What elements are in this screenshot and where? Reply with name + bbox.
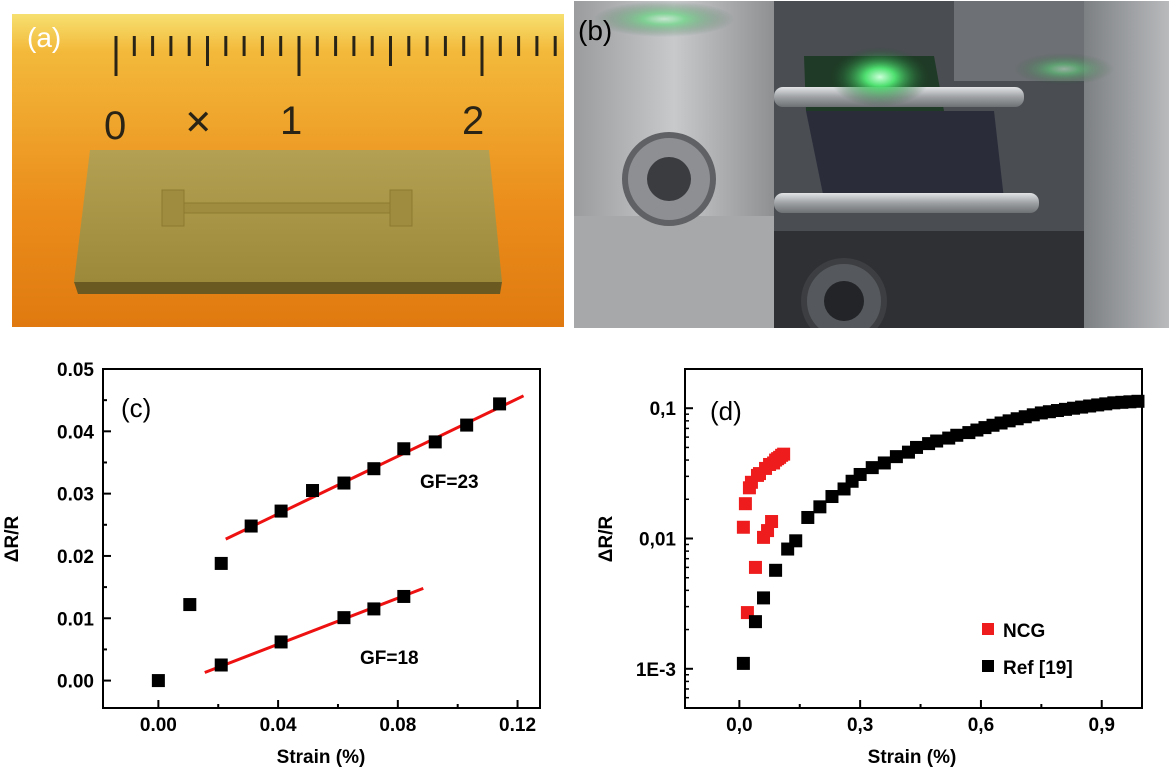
chart-d-y-axis-title: ΔR/R xyxy=(596,516,617,563)
data-point xyxy=(183,598,197,612)
data-point-ncg xyxy=(748,560,762,574)
ruler-cross-mark: ✕ xyxy=(184,104,213,142)
data-point xyxy=(306,484,320,498)
x-tick-label: 0.12 xyxy=(499,715,536,736)
x-tick-label: 0,6 xyxy=(968,715,994,736)
chart-d: 0,0 0,3 0,6 0,9 1E-3 0,01 0,1 (d) NCG Ref [19]… xyxy=(596,368,1145,768)
data-point-ref xyxy=(736,656,750,670)
data-point-ref xyxy=(853,467,867,481)
y-tick-label: 0,1 xyxy=(650,399,677,420)
data-point xyxy=(337,611,351,625)
x-tick-label: 0.00 xyxy=(140,715,177,736)
y-tick-label: 0.04 xyxy=(57,422,94,443)
data-point-ref xyxy=(930,434,944,448)
fit-line xyxy=(204,586,424,674)
annotation-gf18: GF=18 xyxy=(360,648,419,669)
data-point xyxy=(274,504,288,518)
data-point-ncg xyxy=(777,447,791,461)
data-point xyxy=(214,556,228,570)
panel-label-d: (d) xyxy=(710,396,742,426)
y-tick-label: 0.03 xyxy=(57,485,94,506)
right-clamp-block xyxy=(1084,1,1169,328)
legend-label-ref: Ref [19] xyxy=(1003,658,1073,679)
chart-d-legend: NCG Ref [19] xyxy=(982,621,1073,679)
data-point-ref xyxy=(801,510,815,524)
data-point xyxy=(367,602,381,616)
data-point xyxy=(274,635,288,649)
legend-label-ncg: NCG xyxy=(1003,621,1045,642)
data-point xyxy=(397,589,411,603)
y-tick-label: 0.00 xyxy=(57,672,94,693)
data-point-ref xyxy=(789,534,803,548)
data-point xyxy=(337,476,351,490)
chart-d-frame xyxy=(684,368,1143,709)
setup-photo-illustration xyxy=(574,1,1169,328)
y-tick-label: 0.05 xyxy=(57,360,94,381)
data-point-ref xyxy=(877,456,891,470)
y-tick-label: 0.01 xyxy=(57,609,94,630)
data-point xyxy=(397,442,411,456)
panel-label-a: (a) xyxy=(27,22,62,53)
data-point xyxy=(151,674,165,688)
data-point xyxy=(367,462,381,476)
ruler-number-0: 0 xyxy=(104,104,126,148)
y-tick-label: 0.02 xyxy=(57,547,94,568)
data-point-ref xyxy=(889,450,903,464)
y-tick-label: 0,01 xyxy=(639,530,676,551)
sample-chip xyxy=(74,150,502,282)
data-point-ref xyxy=(825,490,839,504)
annotation-gf23: GF=23 xyxy=(420,472,479,493)
legend-swatch-ncg xyxy=(982,623,994,635)
laser-spot xyxy=(830,47,930,107)
chart-c-x-axis-title: Strain (%) xyxy=(277,747,366,768)
data-point-ref xyxy=(757,591,771,605)
x-tick-label: 0.08 xyxy=(379,715,416,736)
data-point-ref xyxy=(1131,394,1145,408)
data-point-ref xyxy=(769,563,783,577)
chart-c-y-axis-title: ΔR/R xyxy=(2,516,23,563)
panel-label-c: (c) xyxy=(121,393,151,423)
x-tick-label: 0,0 xyxy=(726,715,752,736)
x-tick-label: 0.04 xyxy=(260,715,297,736)
data-point-ref xyxy=(865,461,879,475)
data-point-ref xyxy=(748,615,762,629)
ruler-number-2: 2 xyxy=(462,99,484,143)
data-point-ref xyxy=(813,500,827,514)
sample-electrode-pattern xyxy=(161,189,413,227)
chart-d-x-axis-title: Strain (%) xyxy=(868,747,957,768)
x-tick-label: 0,3 xyxy=(847,715,873,736)
chart-c: 0.00 0.04 0.08 0.12 0.00 0.01 0.02 0.03 0.04 0.05… xyxy=(2,360,541,768)
data-point-ncg xyxy=(765,515,779,529)
clamp-rod-bottom xyxy=(774,193,1039,213)
data-point xyxy=(428,435,442,449)
data-point xyxy=(244,519,258,533)
data-point-ncg xyxy=(738,497,752,511)
data-point-ref xyxy=(950,428,964,442)
photo-sample-ruler: 0 ✕ 1 2 (a) xyxy=(12,14,564,327)
ruler-number-1: 1 xyxy=(280,99,302,143)
photo-measurement-setup: (b) xyxy=(574,1,1169,328)
panel-label-b: (b) xyxy=(578,15,613,46)
x-tick-label: 0,9 xyxy=(1089,715,1115,736)
chart-c-frame xyxy=(102,368,541,709)
data-point xyxy=(460,418,474,432)
y-tick-label: 1E-3 xyxy=(636,660,676,681)
data-point xyxy=(493,397,507,411)
ruler-photo-illustration: 0 ✕ 1 2 xyxy=(12,14,564,327)
sample-under-test xyxy=(806,111,1004,199)
data-point-ref xyxy=(910,440,924,454)
data-point-ncg xyxy=(736,520,750,534)
legend-swatch-ref xyxy=(982,660,994,672)
data-point xyxy=(214,658,228,672)
